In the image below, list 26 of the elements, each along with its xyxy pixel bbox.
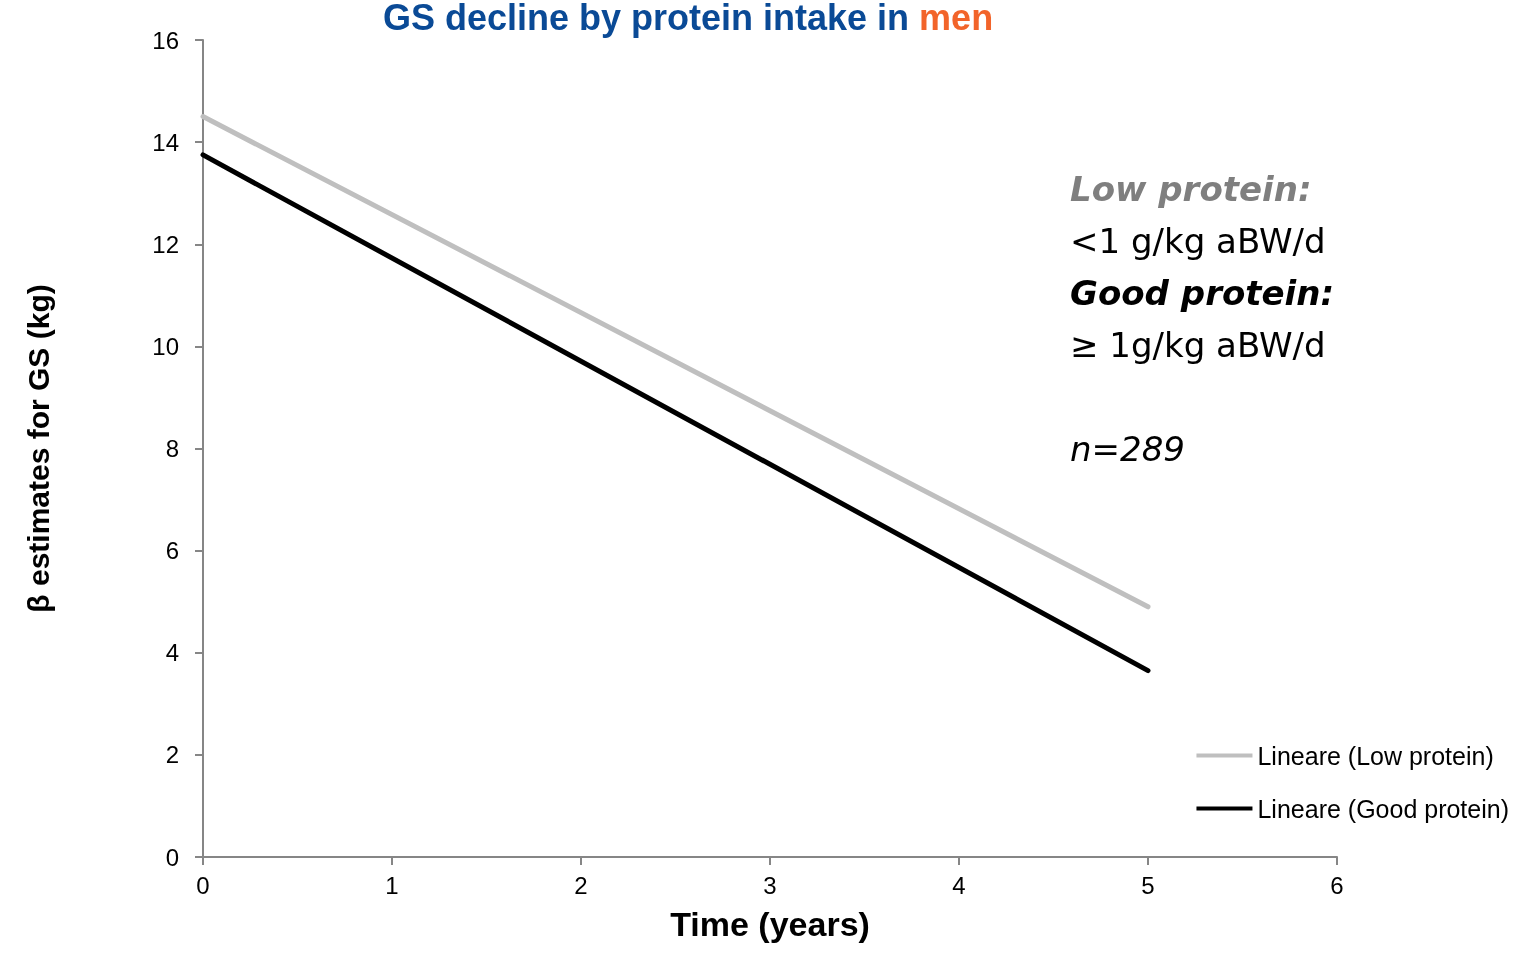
y-tick-label: 8 <box>165 435 179 462</box>
x-tick-label: 3 <box>763 871 777 899</box>
annotation: n=289 <box>1070 429 1185 469</box>
y-tick-label: 12 <box>152 230 179 258</box>
annotation: Good protein: <box>1070 273 1335 313</box>
y-tick-label: 0 <box>165 843 179 871</box>
x-tick-label: 2 <box>574 871 588 899</box>
legend-label: Lineare (Good protein) <box>1257 794 1510 823</box>
legend-label: Lineare (Low protein) <box>1257 741 1494 770</box>
x-axis-title: Time (years) <box>670 905 870 943</box>
annotation: Low protein: <box>1070 169 1312 209</box>
annotation: ≥ 1g/kg aBW/d <box>1070 325 1326 365</box>
chart-title: GS decline by protein intake in men <box>383 0 994 38</box>
y-axis-title: β estimates for GS (kg) <box>21 284 55 613</box>
x-tick-label: 0 <box>196 871 210 899</box>
y-tick-label: 16 <box>152 26 179 54</box>
y-tick-label: 14 <box>152 128 179 156</box>
x-tick-label: 4 <box>952 871 966 899</box>
x-tick-label: 1 <box>385 871 399 899</box>
x-tick-label: 5 <box>1141 871 1155 899</box>
y-tick-label: 10 <box>152 332 179 360</box>
annotation: <1 g/kg aBW/d <box>1070 221 1326 261</box>
y-tick-label: 6 <box>165 537 179 565</box>
x-tick-label: 6 <box>1330 871 1344 899</box>
y-tick-label: 4 <box>165 639 179 667</box>
y-tick-label: 2 <box>165 741 179 769</box>
